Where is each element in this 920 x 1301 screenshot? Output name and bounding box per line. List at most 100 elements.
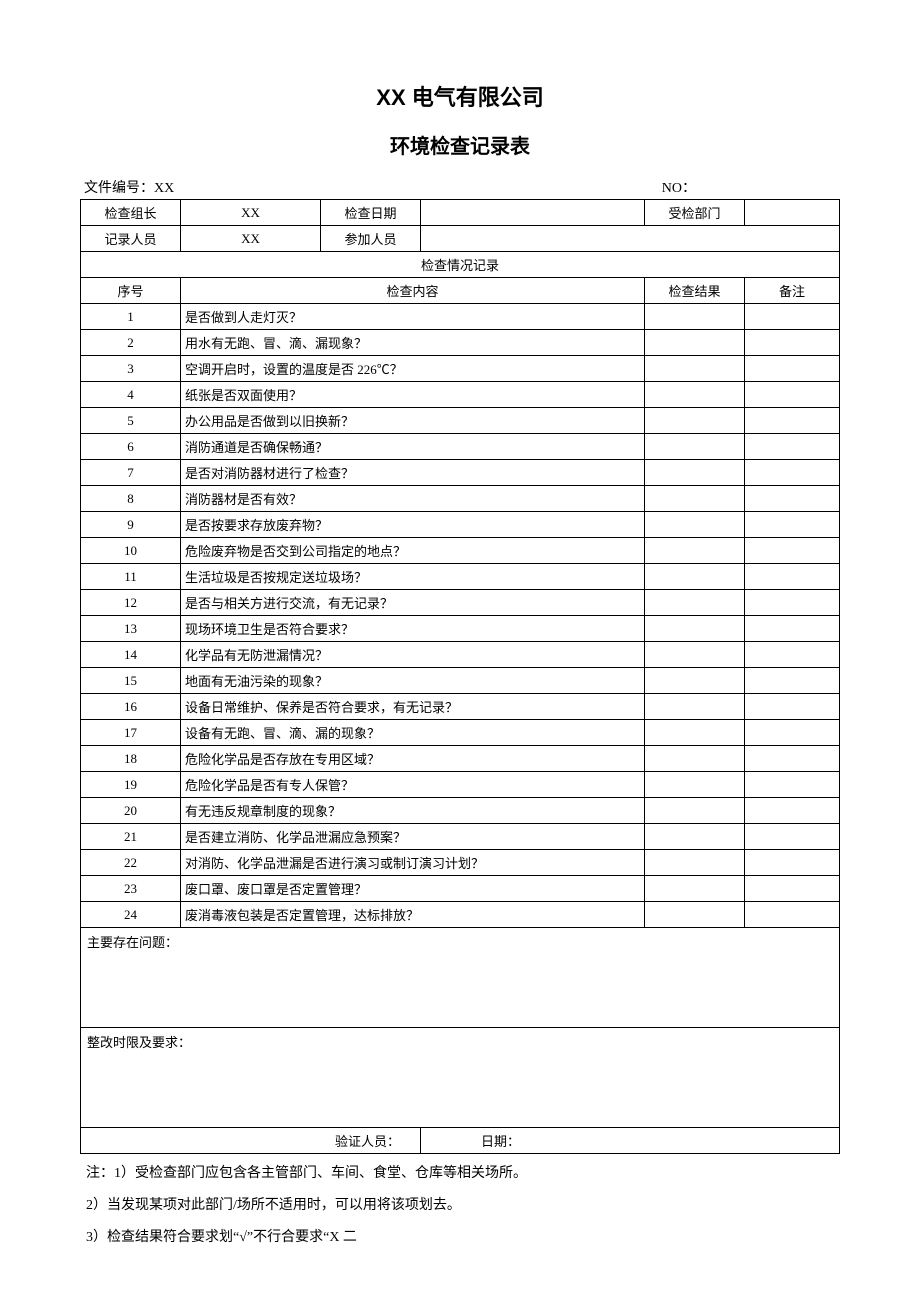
row-seq: 14 [81, 642, 181, 668]
row-seq: 4 [81, 382, 181, 408]
row-result [645, 564, 745, 590]
row-seq: 18 [81, 746, 181, 772]
row-seq: 21 [81, 824, 181, 850]
table-row: 19危险化学品是否有专人保管？ [81, 772, 840, 798]
row-result [645, 694, 745, 720]
note-2: 2）当发现某项对此部门/场所不适用时，可以用将该项划去。 [86, 1192, 840, 1220]
row-result [645, 798, 745, 824]
row-result [645, 356, 745, 382]
row-seq: 8 [81, 486, 181, 512]
row-content: 废消毒液包装是否定置管理，达标排放？ [181, 902, 645, 928]
row-content: 化学品有无防泄漏情况？ [181, 642, 645, 668]
issues-row: 主要存在问题： [81, 928, 840, 1028]
row-seq: 10 [81, 538, 181, 564]
row-result [645, 434, 745, 460]
date-label: 检查日期 [321, 200, 421, 226]
leader-label: 检查组长 [81, 200, 181, 226]
row-note [745, 564, 840, 590]
row-result [645, 746, 745, 772]
row-note [745, 902, 840, 928]
table-row: 18危险化学品是否存放在专用区域？ [81, 746, 840, 772]
row-seq: 19 [81, 772, 181, 798]
row-content: 是否做到人走灯灭？ [181, 304, 645, 330]
row-result [645, 538, 745, 564]
attendee-value [421, 226, 840, 252]
recorder-label: 记录人员 [81, 226, 181, 252]
row-note [745, 668, 840, 694]
date-value [421, 200, 645, 226]
table-row: 21是否建立消防、化学品泄漏应急预案？ [81, 824, 840, 850]
row-note [745, 850, 840, 876]
row-result [645, 642, 745, 668]
deadline-label: 整改时限及要求： [81, 1028, 840, 1128]
row-content: 危险化学品是否有专人保管？ [181, 772, 645, 798]
row-seq: 5 [81, 408, 181, 434]
row-note [745, 356, 840, 382]
row-result [645, 408, 745, 434]
col-seq: 序号 [81, 278, 181, 304]
info-row-2: 记录人员 XX 参加人员 [81, 226, 840, 252]
verify-date-label: 日期： [421, 1128, 840, 1154]
dept-value [745, 200, 840, 226]
row-seq: 9 [81, 512, 181, 538]
row-content: 生活垃圾是否按规定送垃圾场？ [181, 564, 645, 590]
leader-value: XX [181, 200, 321, 226]
row-note [745, 798, 840, 824]
row-seq: 1 [81, 304, 181, 330]
row-note [745, 590, 840, 616]
row-seq: 11 [81, 564, 181, 590]
row-note [745, 512, 840, 538]
table-row: 12是否与相关方进行交流，有无记录？ [81, 590, 840, 616]
info-row-1: 检查组长 XX 检查日期 受检部门 [81, 200, 840, 226]
row-content: 是否对消防器材进行了检查？ [181, 460, 645, 486]
table-row: 13现场环境卫生是否符合要求？ [81, 616, 840, 642]
row-note [745, 720, 840, 746]
row-content: 有无违反规章制度的现象？ [181, 798, 645, 824]
row-content: 办公用品是否做到以旧换新？ [181, 408, 645, 434]
issues-label: 主要存在问题： [81, 928, 840, 1028]
table-row: 2用水有无跑、冒、滴、漏现象？ [81, 330, 840, 356]
row-result [645, 668, 745, 694]
section-title: 检查情况记录 [81, 252, 840, 278]
row-seq: 2 [81, 330, 181, 356]
row-result [645, 772, 745, 798]
row-seq: 23 [81, 876, 181, 902]
row-note [745, 746, 840, 772]
table-row: 11生活垃圾是否按规定送垃圾场？ [81, 564, 840, 590]
table-row: 8消防器材是否有效？ [81, 486, 840, 512]
row-result [645, 616, 745, 642]
row-content: 设备有无跑、冒、滴、漏的现象？ [181, 720, 645, 746]
row-seq: 13 [81, 616, 181, 642]
table-row: 4纸张是否双面使用？ [81, 382, 840, 408]
col-content: 检查内容 [181, 278, 645, 304]
row-result [645, 590, 745, 616]
table-row: 7是否对消防器材进行了检查？ [81, 460, 840, 486]
row-note [745, 460, 840, 486]
row-note [745, 486, 840, 512]
row-seq: 17 [81, 720, 181, 746]
col-note: 备注 [745, 278, 840, 304]
note-3: 3）检查结果符合要求划“√”不行合要求“X 二 [86, 1224, 840, 1252]
col-result: 检查结果 [645, 278, 745, 304]
table-row: 14化学品有无防泄漏情况？ [81, 642, 840, 668]
deadline-row: 整改时限及要求： [81, 1028, 840, 1128]
recorder-value: XX [181, 226, 321, 252]
row-seq: 7 [81, 460, 181, 486]
row-seq: 20 [81, 798, 181, 824]
row-content: 废口罩、废口罩是否定置管理？ [181, 876, 645, 902]
row-content: 消防器材是否有效？ [181, 486, 645, 512]
row-result [645, 824, 745, 850]
document-title: 环境检查记录表 [80, 130, 840, 159]
row-result [645, 902, 745, 928]
main-table: 检查组长 XX 检查日期 受检部门 记录人员 XX 参加人员 检查情况记录 序号… [80, 199, 840, 1154]
row-note [745, 824, 840, 850]
row-content: 纸张是否双面使用？ [181, 382, 645, 408]
table-row: 22对消防、化学品泄漏是否进行演习或制订演习计划？ [81, 850, 840, 876]
row-result [645, 330, 745, 356]
row-seq: 16 [81, 694, 181, 720]
row-result [645, 720, 745, 746]
doc-no-label: 文件编号：XX [84, 177, 174, 197]
row-note [745, 330, 840, 356]
verify-person-label: 验证人员： [81, 1128, 421, 1154]
row-seq: 15 [81, 668, 181, 694]
